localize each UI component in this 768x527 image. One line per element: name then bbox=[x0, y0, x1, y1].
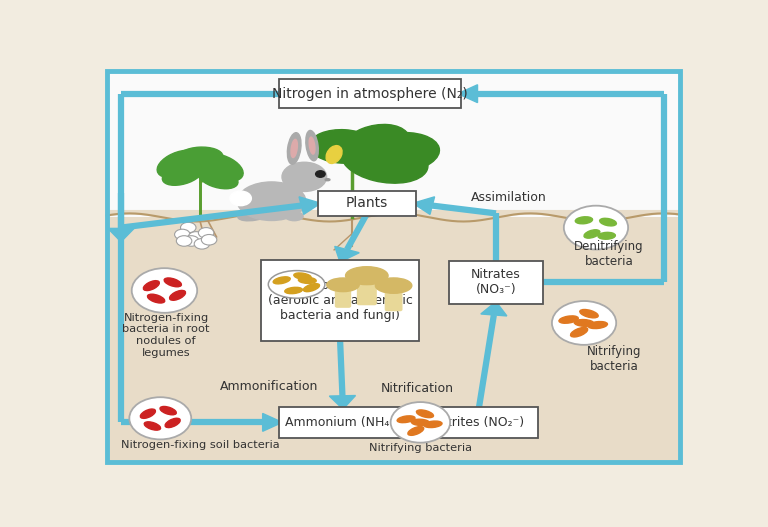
Polygon shape bbox=[402, 414, 422, 431]
Ellipse shape bbox=[164, 278, 181, 287]
Ellipse shape bbox=[327, 278, 359, 291]
Ellipse shape bbox=[303, 284, 319, 291]
Ellipse shape bbox=[310, 137, 315, 154]
Ellipse shape bbox=[598, 232, 615, 239]
Text: Denitrifying
bacteria: Denitrifying bacteria bbox=[574, 240, 644, 268]
Ellipse shape bbox=[285, 287, 303, 294]
Ellipse shape bbox=[346, 267, 388, 285]
Bar bbox=[107, 71, 680, 218]
Circle shape bbox=[184, 236, 199, 246]
Ellipse shape bbox=[287, 133, 301, 164]
Circle shape bbox=[564, 206, 628, 249]
Ellipse shape bbox=[162, 163, 203, 186]
Polygon shape bbox=[335, 247, 359, 262]
Ellipse shape bbox=[177, 147, 223, 167]
Circle shape bbox=[174, 229, 190, 240]
Ellipse shape bbox=[285, 212, 303, 221]
Ellipse shape bbox=[580, 309, 598, 318]
Polygon shape bbox=[329, 396, 356, 409]
Text: Nitrites (NO₂⁻): Nitrites (NO₂⁻) bbox=[434, 416, 524, 429]
Ellipse shape bbox=[424, 421, 442, 427]
Ellipse shape bbox=[170, 290, 186, 300]
Ellipse shape bbox=[411, 419, 429, 425]
FancyBboxPatch shape bbox=[261, 260, 419, 341]
Ellipse shape bbox=[325, 179, 330, 181]
FancyBboxPatch shape bbox=[279, 79, 461, 108]
Ellipse shape bbox=[268, 270, 325, 298]
Polygon shape bbox=[481, 301, 507, 316]
Ellipse shape bbox=[574, 319, 594, 326]
Text: Ammonification: Ammonification bbox=[220, 380, 318, 393]
Ellipse shape bbox=[397, 416, 415, 423]
Ellipse shape bbox=[571, 327, 588, 337]
Ellipse shape bbox=[310, 130, 376, 163]
Ellipse shape bbox=[600, 218, 617, 226]
Ellipse shape bbox=[416, 410, 433, 418]
Ellipse shape bbox=[197, 167, 238, 189]
Text: Assimilation: Assimilation bbox=[471, 191, 547, 204]
FancyBboxPatch shape bbox=[419, 407, 538, 437]
Circle shape bbox=[180, 222, 196, 233]
Polygon shape bbox=[108, 228, 134, 242]
Circle shape bbox=[552, 301, 616, 345]
Polygon shape bbox=[458, 85, 478, 103]
Text: Nitrifying
bacteria: Nitrifying bacteria bbox=[587, 345, 641, 373]
FancyBboxPatch shape bbox=[318, 191, 416, 216]
Circle shape bbox=[316, 171, 325, 177]
Circle shape bbox=[201, 235, 217, 245]
Text: Nitrates
(NO₃⁻): Nitrates (NO₃⁻) bbox=[471, 268, 521, 296]
Ellipse shape bbox=[588, 321, 607, 328]
Circle shape bbox=[188, 232, 204, 242]
Ellipse shape bbox=[326, 145, 342, 163]
FancyBboxPatch shape bbox=[279, 407, 407, 437]
Circle shape bbox=[194, 239, 210, 249]
Ellipse shape bbox=[584, 230, 600, 238]
Ellipse shape bbox=[147, 294, 165, 303]
Circle shape bbox=[230, 191, 251, 206]
Circle shape bbox=[198, 228, 214, 238]
Ellipse shape bbox=[306, 131, 318, 161]
Ellipse shape bbox=[157, 150, 200, 178]
Text: Ammonium (NH₄⁺): Ammonium (NH₄⁺) bbox=[285, 416, 401, 429]
Ellipse shape bbox=[408, 426, 424, 435]
Ellipse shape bbox=[575, 217, 593, 224]
Circle shape bbox=[129, 397, 191, 440]
Ellipse shape bbox=[299, 277, 316, 284]
Ellipse shape bbox=[376, 278, 412, 294]
Ellipse shape bbox=[141, 409, 155, 418]
Ellipse shape bbox=[342, 138, 428, 183]
Text: Nitrogen-fixing soil bacteria: Nitrogen-fixing soil bacteria bbox=[121, 440, 280, 450]
Text: Nitrogen-fixing
bacteria in root
nodules of
legumes: Nitrogen-fixing bacteria in root nodules… bbox=[122, 313, 210, 358]
Polygon shape bbox=[263, 414, 283, 431]
Ellipse shape bbox=[359, 132, 439, 172]
Ellipse shape bbox=[144, 422, 161, 430]
Text: Nitrifying bacteria: Nitrifying bacteria bbox=[369, 443, 472, 453]
Polygon shape bbox=[413, 197, 435, 214]
Bar bbox=[107, 218, 680, 462]
FancyBboxPatch shape bbox=[386, 288, 402, 310]
Ellipse shape bbox=[282, 162, 326, 191]
FancyBboxPatch shape bbox=[449, 261, 543, 304]
Text: Plants: Plants bbox=[346, 196, 388, 210]
Text: Decomposers
(aerobic and anaerobic
bacteria and fungi): Decomposers (aerobic and anaerobic bacte… bbox=[267, 279, 412, 322]
Ellipse shape bbox=[165, 418, 180, 427]
FancyBboxPatch shape bbox=[358, 279, 376, 305]
Circle shape bbox=[132, 268, 197, 313]
FancyBboxPatch shape bbox=[336, 287, 350, 307]
Ellipse shape bbox=[291, 139, 297, 158]
Ellipse shape bbox=[144, 281, 159, 290]
Polygon shape bbox=[299, 197, 321, 214]
Text: Nitrogen in atmosphere (N₂): Nitrogen in atmosphere (N₂) bbox=[272, 86, 468, 101]
Ellipse shape bbox=[238, 208, 270, 221]
Ellipse shape bbox=[342, 124, 409, 164]
Ellipse shape bbox=[200, 154, 243, 181]
Ellipse shape bbox=[559, 316, 578, 323]
Text: Nitrification: Nitrification bbox=[381, 382, 454, 395]
Ellipse shape bbox=[160, 406, 177, 415]
Circle shape bbox=[177, 236, 192, 246]
Ellipse shape bbox=[294, 273, 311, 280]
Ellipse shape bbox=[273, 277, 290, 284]
Ellipse shape bbox=[237, 182, 306, 220]
Circle shape bbox=[391, 402, 450, 443]
